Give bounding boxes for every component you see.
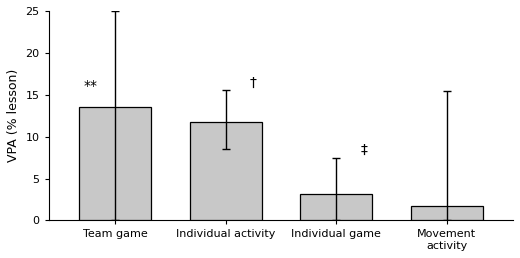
Text: †: † [250, 76, 257, 90]
Text: ‡: ‡ [360, 143, 367, 157]
Text: **: ** [84, 79, 98, 93]
Bar [411, 206, 483, 220]
Bar [190, 122, 262, 220]
Bar [300, 194, 372, 220]
Y-axis label: VPA (% lesson): VPA (% lesson) [7, 69, 20, 162]
Bar [79, 107, 151, 220]
